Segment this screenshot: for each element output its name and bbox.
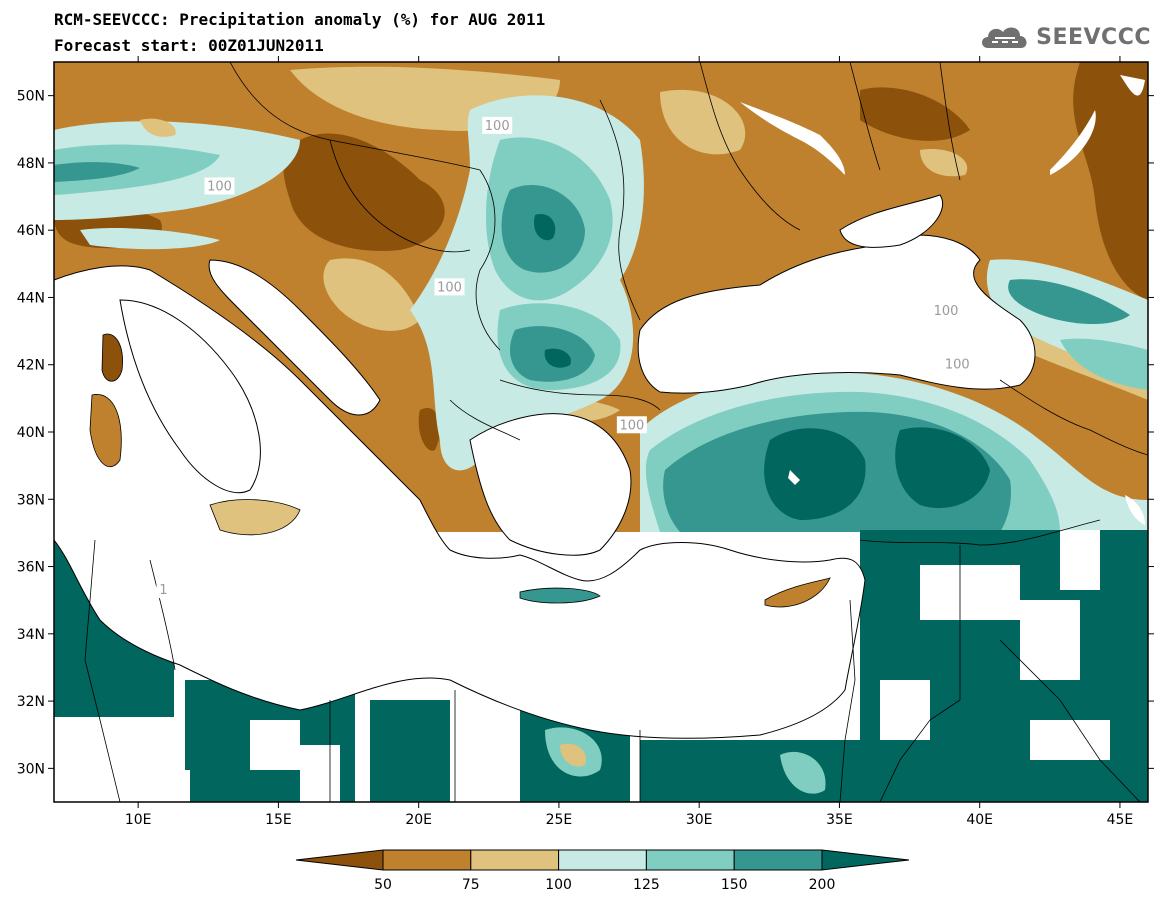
- forecast-start: Forecast start: 00Z01JUN2011: [54, 36, 324, 55]
- lat-tick-label: 40N: [17, 425, 45, 441]
- lat-tick-label: 36N: [17, 560, 45, 576]
- map-title: RCM-SEEVCCC: Precipitation anomaly (%) f…: [54, 10, 546, 29]
- colorbar-label: 200: [809, 877, 836, 893]
- contour-label-bg: [156, 581, 171, 599]
- lat-tick-label: 48N: [17, 156, 45, 172]
- seevccc-logo: SEEVCCC: [978, 20, 1151, 54]
- black-sea: [637, 234, 1036, 394]
- seas: [54, 194, 1036, 739]
- contour-label: 100: [207, 179, 232, 194]
- anatolia-wet-zone: [640, 259, 1148, 532]
- islands: [89, 333, 831, 608]
- contour-label-bg: [942, 355, 973, 373]
- lon-tick-label: 25E: [546, 812, 573, 828]
- contour-label: 100: [619, 418, 644, 433]
- tyrrhenian-sea: [119, 299, 261, 494]
- lat-tick-label: 46N: [17, 223, 45, 239]
- lon-tick-label: 35E: [826, 812, 853, 828]
- map-panel: [54, 62, 1148, 802]
- colorbar-low-arrow: [295, 849, 384, 871]
- contour-label-bg: [482, 116, 513, 134]
- colorbar-bin: [470, 849, 560, 871]
- mediterranean-sea: [54, 265, 866, 739]
- contour-label-bg: [204, 177, 235, 195]
- axis-ticks: 50N 48N 46N 44N 42N 40N 38N 36N 34N 32N 30N 10E 15E 2…: [17, 56, 1154, 828]
- lon-tick-label: 30E: [686, 812, 713, 828]
- lat-tick-label: 50N: [17, 89, 45, 105]
- contour-label: 100: [437, 280, 462, 295]
- contour-label: 100: [485, 119, 510, 134]
- sardinia: [89, 394, 122, 468]
- contour-label-bg: [616, 416, 647, 434]
- colorbar-label: 100: [545, 877, 572, 893]
- contour-label: 100: [934, 304, 959, 319]
- logo-text: SEEVCCC: [1036, 24, 1151, 50]
- cyprus: [764, 577, 831, 608]
- lat-tick-label: 42N: [17, 358, 45, 374]
- lat-tick-label: 34N: [17, 627, 45, 643]
- contour-label: 1: [159, 583, 167, 598]
- colorbar-bin: [558, 849, 647, 871]
- lat-tick-label: 38N: [17, 492, 45, 508]
- colorbar-bin: [645, 849, 735, 871]
- south-white-gaps: [54, 530, 1110, 802]
- colorbar: 50 75 100 125 150 200: [295, 849, 910, 893]
- lon-tick-label: 45E: [1107, 812, 1134, 828]
- sea-of-azov: [839, 194, 944, 248]
- cloud-icon: [982, 27, 1027, 48]
- lon-tick-label: 20E: [405, 812, 432, 828]
- adriatic-sea: [208, 259, 381, 416]
- sicily: [209, 499, 301, 536]
- corsica: [101, 333, 123, 382]
- lon-tick-label: 10E: [125, 812, 152, 828]
- colorbar-label: 150: [721, 877, 748, 893]
- colorbar-bin: [382, 849, 472, 871]
- reservoirs: [740, 75, 1145, 525]
- colorbar-label: 125: [633, 877, 660, 893]
- contour-label-bg: [931, 301, 962, 319]
- aegean-sea: [469, 413, 632, 556]
- colorbar-bin: [733, 849, 823, 871]
- lon-tick-label: 15E: [265, 812, 292, 828]
- contour-label-bg: [434, 278, 465, 296]
- colorbar-label: 50: [374, 877, 392, 893]
- lon-tick-label: 40E: [966, 812, 993, 828]
- contour-label: 100: [945, 358, 970, 373]
- colorbar-high-arrow: [821, 849, 910, 871]
- crete: [519, 587, 601, 604]
- lat-tick-label: 30N: [17, 761, 45, 777]
- colorbar-label: 75: [462, 877, 480, 893]
- alps-wet-zone: [54, 118, 300, 250]
- lat-tick-label: 32N: [17, 694, 45, 710]
- contour-labels: 100 100 100 100 100 100 1: [156, 116, 973, 599]
- country-borders: [84, 62, 1148, 802]
- lat-tick-label: 44N: [17, 290, 45, 306]
- balkan-wet-zone: [410, 95, 644, 471]
